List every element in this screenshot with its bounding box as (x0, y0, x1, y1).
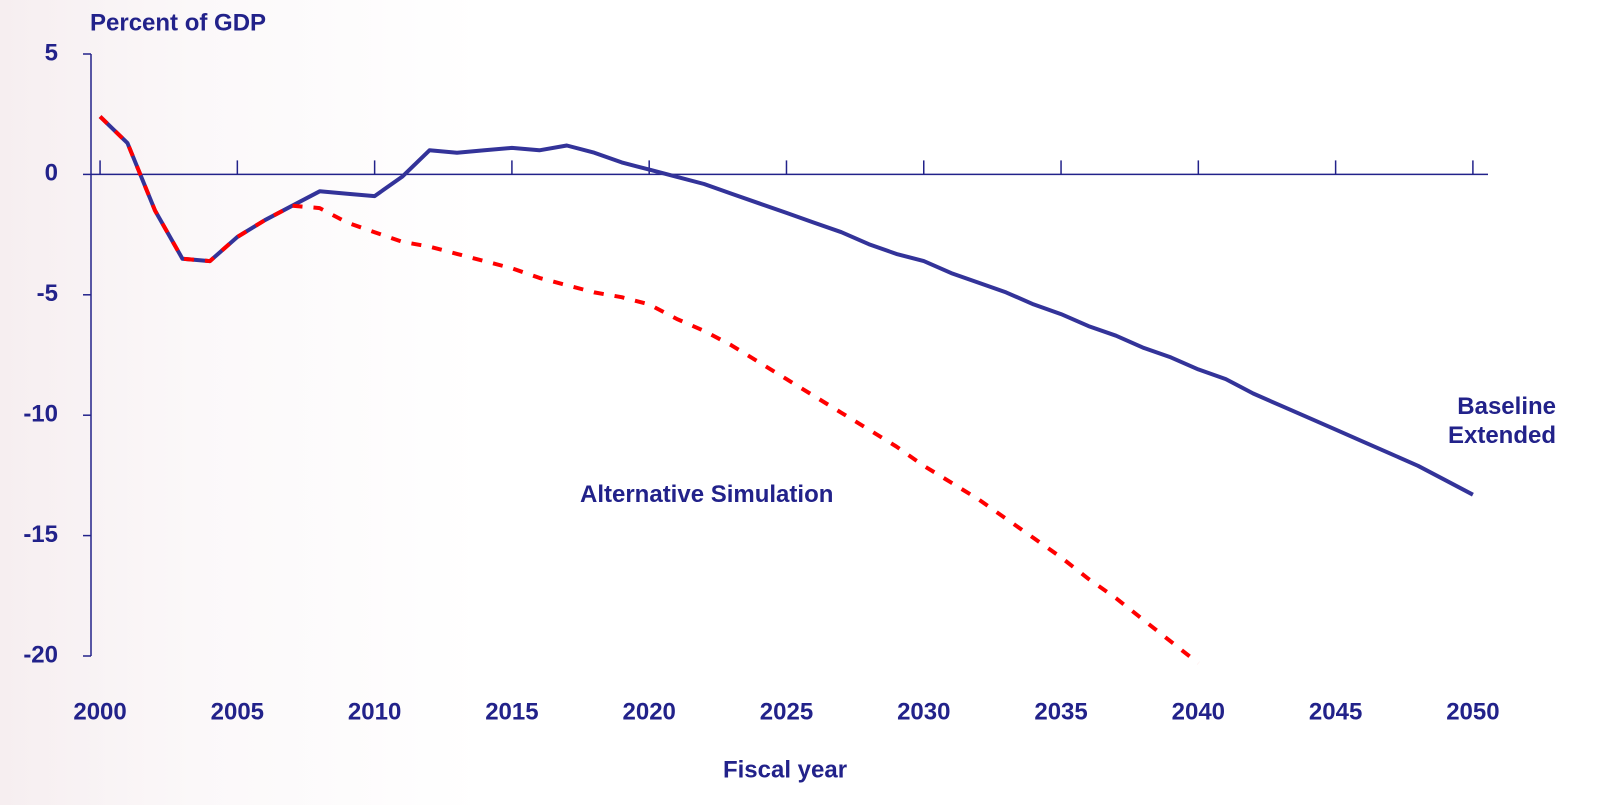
data-line (98, 115, 1474, 497)
x-tick-label: 2050 (1446, 698, 1499, 725)
x-tick-label: 2010 (348, 698, 401, 725)
y-tick-label: -10 (23, 401, 58, 428)
y-tick-label: 0 (45, 160, 58, 187)
data-line (98, 115, 1200, 665)
y-tick-label: -15 (23, 521, 58, 548)
x-tick-label: 2000 (73, 698, 126, 725)
y-tick-label: -20 (23, 641, 58, 668)
x-tick-label: 2020 (623, 698, 676, 725)
y-axis-label: Percent of GDP (90, 9, 266, 36)
x-tick-label: 2015 (485, 698, 538, 725)
series-label: Alternative Simulation (580, 481, 834, 508)
x-tick-label: 2005 (211, 698, 264, 725)
x-tick-label: 2025 (760, 698, 813, 725)
x-tick-label: 2045 (1309, 698, 1362, 725)
y-tick-label: 5 (45, 39, 58, 66)
x-tick-label: 2040 (1172, 698, 1225, 725)
x-tick-label: 2030 (897, 698, 950, 725)
x-axis-label: Fiscal year (723, 756, 847, 783)
y-tick-label: -5 (37, 280, 58, 307)
series-label: Baseline Extended (1447, 393, 1556, 449)
x-tick-label: 2035 (1034, 698, 1087, 725)
